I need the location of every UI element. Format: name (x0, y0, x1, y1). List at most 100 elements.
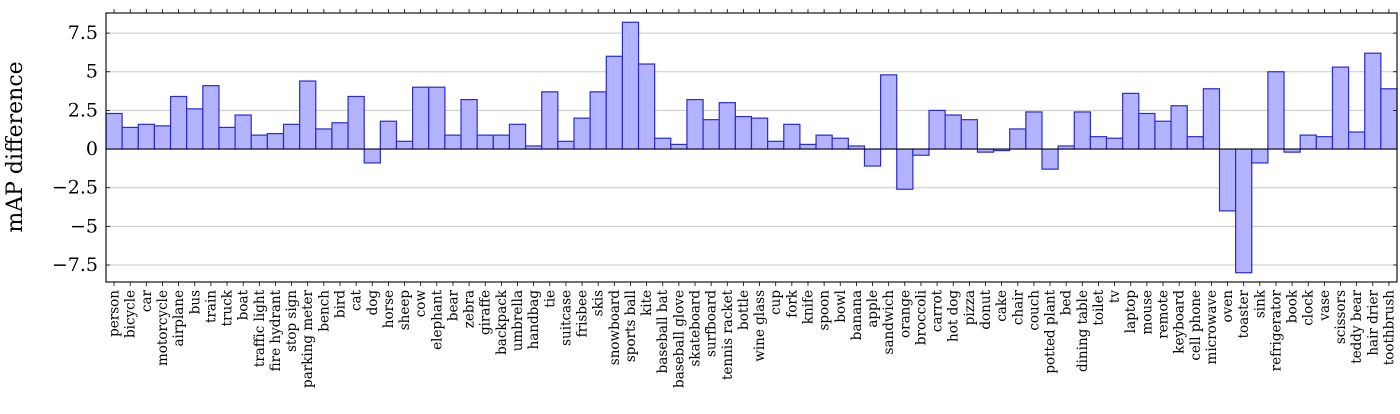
bar-sports-ball (621, 21, 640, 150)
x-tick-label-book: book (1285, 289, 1301, 323)
x-tick-label-bed: bed (1059, 290, 1075, 316)
bar-surfboard (702, 119, 720, 150)
x-tick-label-toothbrush: toothbrush (1381, 290, 1397, 366)
x-tick-label-handbag: handbag (526, 290, 542, 350)
x-tick-label-refrigerator: refrigerator (1268, 289, 1284, 371)
bar-frisbee (573, 117, 591, 150)
x-tick-label-banana: banana (849, 290, 865, 340)
x-tick-label-broccoli: broccoli (913, 289, 929, 345)
bar-potted-plant (1041, 148, 1059, 170)
bar-umbrella (508, 123, 527, 150)
bar-boat (234, 114, 252, 150)
bar-couch (1025, 111, 1043, 150)
bar-cat (347, 95, 365, 150)
x-tick-label-dog: dog (365, 290, 381, 316)
x-tick-label-fork: fork (784, 289, 800, 318)
x-tick-label-bear: bear (445, 289, 461, 321)
bar-toilet (1089, 136, 1108, 150)
x-tick-label-bird: bird (332, 290, 348, 318)
x-tick-label-sheep: sheep (397, 290, 413, 330)
bar-mouse (1138, 112, 1156, 150)
x-tick-label-zebra: zebra (462, 290, 478, 328)
bar-chair (1009, 128, 1027, 150)
x-tick-label-microwave: microwave (1204, 290, 1220, 364)
bar-dining-table (1073, 111, 1091, 150)
x-tick-label-skateboard: skateboard (688, 290, 704, 367)
x-tick-label-bicycle: bicycle (123, 290, 139, 338)
bar-pizza (960, 119, 979, 150)
y-tick-labels: −7.5 −5 −2.5 0 2.5 5 7.5 (52, 22, 98, 276)
x-tick-label-frisbee: frisbee (575, 290, 591, 337)
bar-scissors (1331, 66, 1350, 150)
x-tick-label-keyboard: keyboard (1172, 290, 1188, 354)
bar-knife (799, 143, 817, 150)
x-tick-label-kite: kite (639, 290, 655, 316)
bar-fork (783, 123, 801, 150)
x-tick-label-umbrella: umbrella (510, 290, 526, 351)
x-tick-label-orange: orange (897, 290, 913, 338)
x-tick-label-cake: cake (994, 290, 1010, 322)
bar-teddy-bear (1347, 131, 1366, 150)
bar-orange (896, 148, 914, 190)
bar-hot-dog (944, 114, 962, 150)
x-tick-label-elephant: elephant (429, 289, 445, 349)
bar-spoon (815, 134, 833, 150)
bar-airplane (169, 95, 188, 150)
x-tick-label-sandwich: sandwich (881, 290, 897, 355)
bar-train (202, 85, 220, 150)
bar-laptop (1122, 92, 1140, 150)
x-tick-label-vase: vase (1317, 290, 1333, 322)
bar-baseball-glove (670, 143, 688, 150)
bar-zebra (460, 98, 478, 150)
bar-cow (412, 86, 430, 150)
x-tick-label-clock: clock (1301, 289, 1317, 326)
y-tick-label: 5 (86, 61, 98, 83)
bar-motorcycle (153, 125, 172, 150)
x-tick-label-teddy-bear: teddy bear (1349, 289, 1365, 363)
y-tick-label: −5 (70, 215, 98, 237)
bar-car (137, 123, 156, 150)
bar-wine-glass (750, 117, 769, 150)
x-tick-label-laptop: laptop (1123, 290, 1139, 333)
bar-cell-phone (1186, 136, 1204, 150)
bar-toaster (1235, 148, 1253, 274)
x-tick-label-snowboard: snowboard (607, 290, 623, 366)
x-tick-label-cat: cat (349, 289, 365, 311)
x-tick-label-fire-hydrant: fire hydrant (268, 289, 284, 371)
bar-bench (315, 128, 333, 150)
bar-refrigerator (1267, 71, 1285, 150)
x-tick-label-tv: tv (1107, 290, 1123, 303)
x-tick-label-dining-table: dining table (1075, 290, 1091, 372)
bar-remote (1154, 120, 1172, 150)
bar-bottle (734, 115, 753, 150)
x-tick-label-pizza: pizza (962, 290, 978, 325)
bar-bear (444, 134, 462, 150)
bar-elephant (428, 86, 446, 150)
x-tick-label-giraffe: giraffe (478, 290, 494, 335)
bars-layer (105, 21, 1398, 274)
bar-apple (863, 148, 882, 167)
x-tick-label-hot-dog: hot dog (946, 290, 962, 342)
bar-tv (1105, 137, 1124, 150)
x-tick-label-train: train (203, 290, 219, 323)
bar-bowl (831, 137, 849, 150)
x-tick-label-spoon: spoon (817, 290, 833, 331)
y-tick-label: −7.5 (52, 254, 98, 276)
bar-dog (363, 148, 381, 164)
ticks-layer (106, 9, 1397, 286)
plot-frame (105, 12, 1398, 283)
x-tick-label-apple: apple (865, 290, 881, 328)
x-tick-label-suitcase: suitcase (558, 290, 574, 346)
x-tick-label-boat: boat (236, 289, 252, 320)
x-tick-label-truck: truck (220, 289, 236, 326)
x-tick-label-cow: cow (413, 290, 429, 318)
bar-truck (218, 126, 236, 150)
bar-toothbrush (1380, 88, 1398, 150)
x-tick-label-bowl: bowl (833, 290, 849, 323)
y-tick-label: 2.5 (68, 99, 98, 121)
bar-keyboard (1170, 105, 1188, 150)
x-tick-label-car: car (139, 289, 155, 312)
x-tick-label-airplane: airplane (171, 290, 187, 347)
